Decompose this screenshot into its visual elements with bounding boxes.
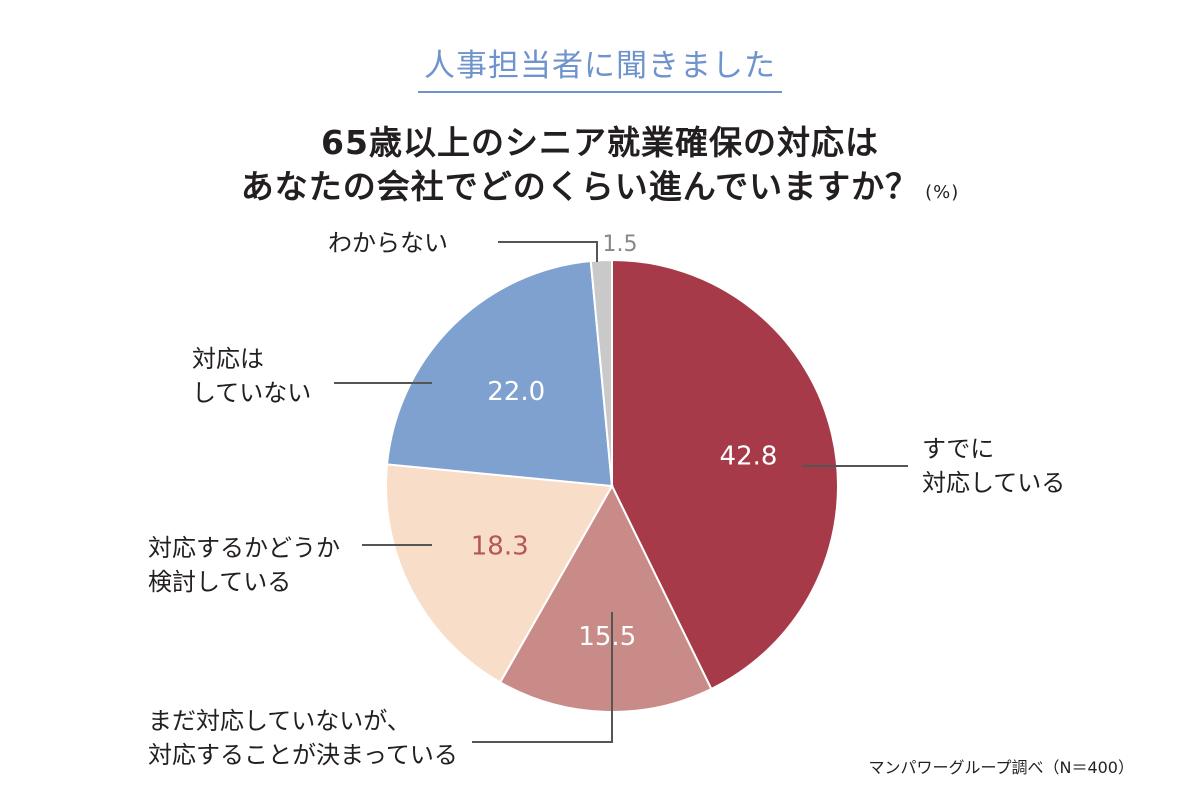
slice-label-already: すでに 対応している [922, 432, 1065, 500]
chart-title-line2: あなたの会社でどのくらい進んでいますか？ (%) [0, 160, 1200, 208]
unit-label: (%) [925, 182, 960, 203]
slice-label-unknown: わからない [328, 226, 448, 260]
leader-line-unknown [498, 241, 598, 262]
chart-title-line2-text: あなたの会社でどのくらい進んでいますか？ [240, 167, 920, 206]
pie-slice-considering [385, 463, 614, 684]
pie-slice-decided [498, 483, 713, 713]
subtitle: 人事担当者に聞きました [418, 40, 782, 93]
slice-label-line: まだ対応していないが、 [148, 707, 411, 735]
slice-label-decided: まだ対応していないが、 対応することが決まっている [148, 704, 458, 772]
slice-label-considering: 対応するかどうか 検討している [148, 531, 340, 599]
chart-title-line1: 65歳以上のシニア就業確保の対応は [321, 123, 879, 162]
slice-label-line: 検討している [148, 568, 292, 596]
slice-label-line: していない [192, 379, 312, 407]
value-label-already: 42.8 [720, 441, 778, 471]
subtitle-wrap: 人事担当者に聞きました [0, 40, 1200, 93]
value-label-considering: 18.3 [471, 531, 529, 561]
value-label-not-addressed: 22.0 [487, 377, 545, 407]
value-label-decided: 15.5 [578, 622, 636, 652]
slice-label-not-addressed: 対応は していない [192, 342, 311, 410]
slice-label-line: 対応は [192, 345, 264, 373]
slice-label-line: 対応するかどうか [148, 534, 340, 562]
slice-label-line: わからない [328, 229, 448, 257]
pie-slice-already [611, 258, 839, 691]
slice-label-line: 対応することが決まっている [148, 741, 458, 769]
leader-line-decided [472, 612, 613, 743]
slice-label-line: すでに [922, 435, 995, 463]
pie-slice-not-addressed [385, 259, 614, 488]
pie-slice-unknown [589, 258, 613, 487]
value-label-unknown: 1.5 [603, 232, 638, 257]
source-note: マンパワーグループ調べ（N＝400） [868, 758, 1134, 777]
slice-label-line: 対応している [922, 469, 1066, 497]
